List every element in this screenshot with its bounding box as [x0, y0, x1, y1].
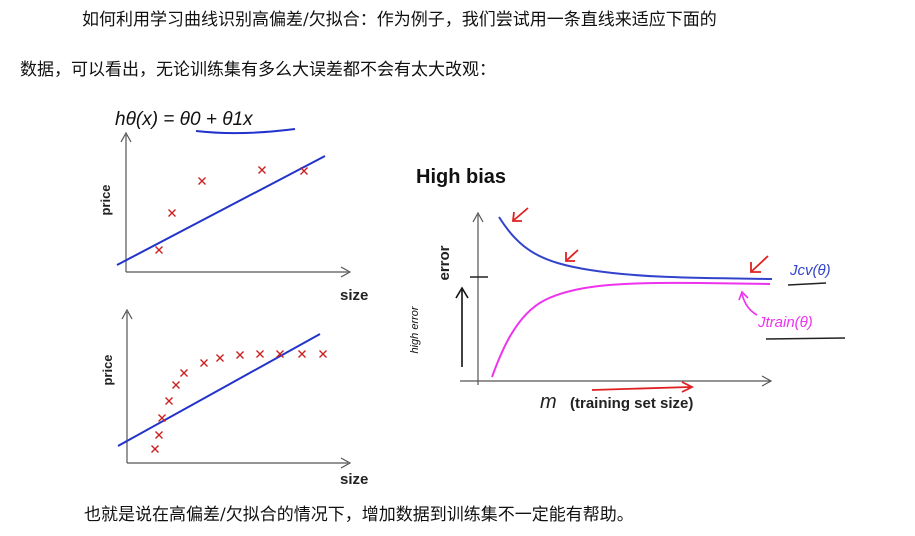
data-point-marker	[216, 354, 224, 362]
red-arrow-3	[751, 255, 769, 272]
curve-title: High bias	[416, 166, 506, 188]
top-xlabel: size	[340, 287, 368, 304]
red-arrow-xaxis-head	[681, 381, 695, 393]
curve-ylabel: error	[436, 245, 453, 280]
data-point-marker	[298, 350, 306, 358]
formula-underline	[195, 128, 296, 135]
bottom-scatter-plot: price size	[100, 308, 368, 488]
conclusion-text: 也就是说在高偏差/欠拟合的情况下，增加数据到训练集不一定能有帮助。	[84, 505, 634, 525]
bottom-x-arrow	[340, 457, 352, 469]
bottom-xlabel: size	[340, 471, 368, 488]
bottom-data-points	[151, 350, 327, 453]
cv-curve-label: Jcv(θ)	[789, 262, 831, 279]
data-point-marker	[158, 414, 166, 422]
high-error-arrow-head	[455, 286, 469, 299]
train-error-curve	[491, 281, 771, 378]
data-point-marker	[151, 445, 159, 453]
high-error-note: high error	[409, 305, 421, 353]
intro-line-2: 数据，可以看出，无论训练集有多么大误差都不会有太大改观：	[20, 60, 496, 80]
data-point-marker	[172, 381, 180, 389]
data-point-marker	[319, 350, 327, 358]
bottom-y-arrow	[121, 308, 133, 320]
data-point-marker	[168, 209, 176, 217]
curve-xlabel-text: (training set size)	[570, 395, 693, 412]
data-point-marker	[258, 166, 266, 174]
data-point-marker	[165, 397, 173, 405]
data-point-marker	[256, 350, 264, 358]
red-arrow-3-head	[750, 262, 761, 273]
data-point-marker	[155, 431, 163, 439]
train-pointer-head	[738, 290, 749, 301]
red-arrow-xaxis	[591, 386, 691, 391]
learning-curve-figure: hθ(x) = θ0 + θ1x price size price size H…	[98, 109, 846, 488]
top-y-arrow	[120, 131, 132, 143]
train-label-pointer	[741, 293, 758, 316]
train-label-underline	[765, 337, 846, 340]
top-x-arrow	[340, 266, 352, 278]
data-point-marker	[180, 369, 188, 377]
hypothesis-formula: hθ(x) = θ0 + θ1x	[115, 109, 254, 130]
curve-xlabel-var: m	[540, 391, 557, 413]
data-point-marker	[200, 359, 208, 367]
red-arrow-2-head	[565, 252, 575, 262]
data-point-marker	[276, 350, 284, 358]
top-ylabel: price	[98, 184, 113, 215]
data-point-marker	[155, 246, 163, 254]
curve-x-arrow	[761, 375, 773, 387]
red-arrow-2	[566, 249, 579, 261]
train-curve-label: Jtrain(θ)	[757, 314, 813, 331]
bottom-ylabel: price	[100, 354, 115, 385]
red-arrow-1-head	[511, 211, 522, 222]
data-point-marker	[300, 167, 308, 175]
intro-line-1: 如何利用学习曲线识别高偏差/欠拟合：作为例子，我们尝试用一条直线来适应下面的	[82, 10, 717, 30]
cv-error-curve	[498, 216, 773, 280]
red-arrow-1	[513, 207, 529, 221]
top-fit-line	[116, 155, 326, 266]
data-point-marker	[198, 177, 206, 185]
cv-label-underline	[787, 282, 827, 286]
top-scatter-plot: price size	[98, 131, 368, 304]
learning-curve-plot: High bias error m (training set size) Jc…	[409, 166, 846, 413]
data-point-marker	[236, 351, 244, 359]
bottom-fit-line	[117, 333, 321, 447]
red-annotation-arrows	[511, 207, 769, 393]
curve-y-arrow	[472, 211, 484, 223]
top-data-points	[155, 166, 308, 254]
